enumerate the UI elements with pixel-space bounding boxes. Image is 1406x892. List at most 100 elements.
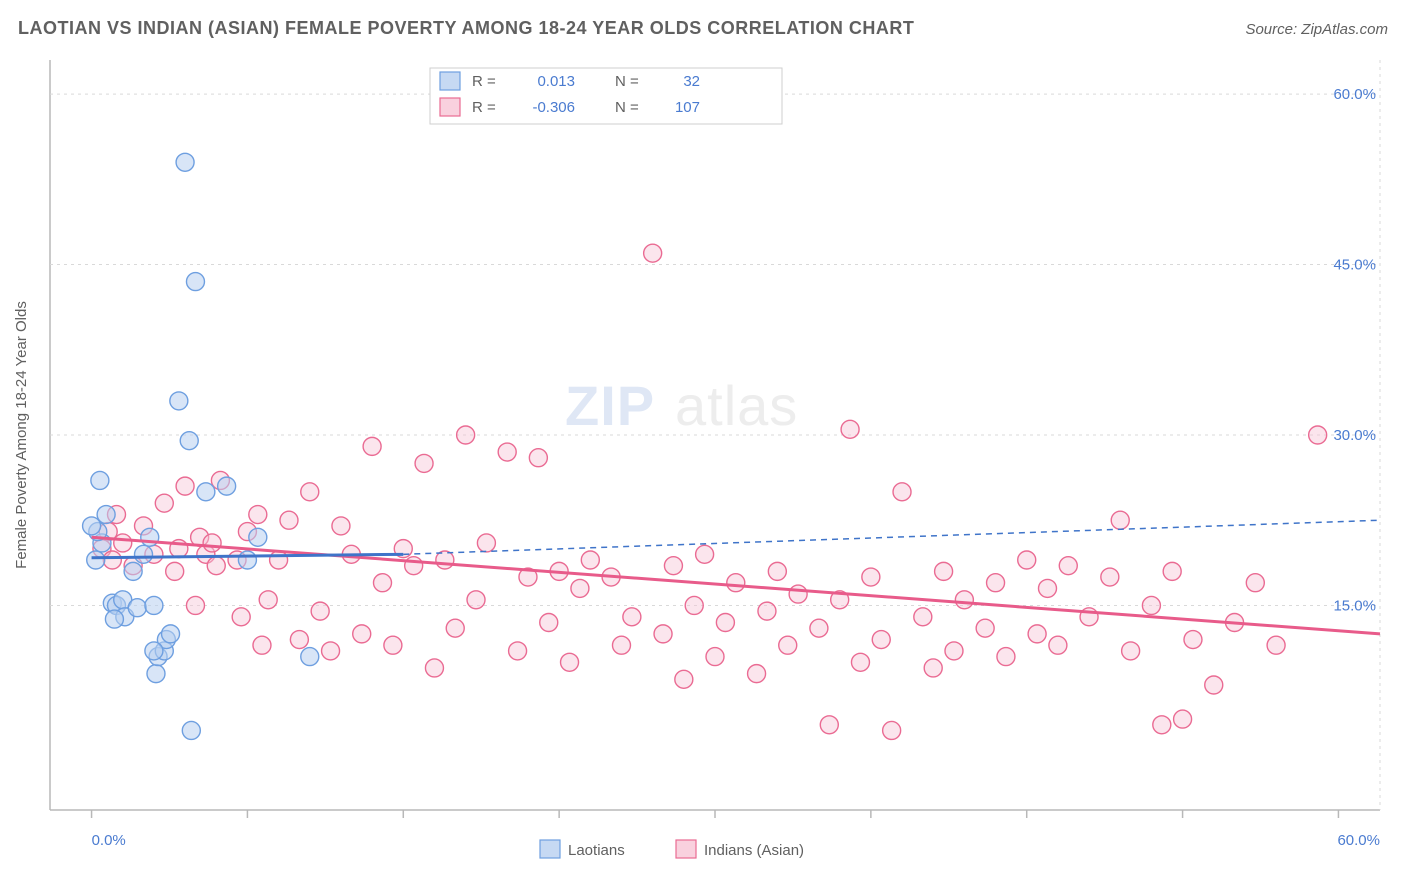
data-point <box>706 648 724 666</box>
legend-R-label: R = <box>472 99 496 116</box>
data-point <box>1018 551 1036 569</box>
legend-R-value: -0.306 <box>532 99 575 116</box>
data-point <box>976 619 994 637</box>
data-point <box>259 591 277 609</box>
data-point <box>955 591 973 609</box>
data-point <box>467 591 485 609</box>
data-point <box>363 437 381 455</box>
data-point <box>477 534 495 552</box>
data-point <box>914 608 932 626</box>
data-point <box>1049 636 1067 654</box>
data-point <box>105 610 123 628</box>
data-point <box>301 483 319 501</box>
data-point <box>405 557 423 575</box>
data-point <box>748 665 766 683</box>
legend-swatch <box>440 98 460 116</box>
data-point <box>1142 596 1160 614</box>
data-point <box>170 392 188 410</box>
data-point <box>1163 562 1181 580</box>
data-point <box>128 599 146 617</box>
data-point <box>1174 710 1192 728</box>
data-point <box>186 596 204 614</box>
data-point <box>147 665 165 683</box>
bottom-legend-label: Indians (Asian) <box>704 842 804 859</box>
data-point <box>176 153 194 171</box>
data-point <box>145 596 163 614</box>
data-point <box>1205 676 1223 694</box>
data-point <box>114 534 132 552</box>
chart-container: { "title": "LAOTIAN VS INDIAN (ASIAN) FE… <box>0 0 1406 892</box>
data-point <box>851 653 869 671</box>
data-point <box>87 551 105 569</box>
data-point <box>155 494 173 512</box>
data-point <box>176 477 194 495</box>
data-point <box>374 574 392 592</box>
data-point <box>446 619 464 637</box>
source-label: Source: ZipAtlas.com <box>1245 21 1388 38</box>
data-point <box>1059 557 1077 575</box>
data-point <box>311 602 329 620</box>
data-point <box>654 625 672 643</box>
data-point <box>1153 716 1171 734</box>
data-point <box>581 551 599 569</box>
bottom-legend-swatch <box>540 840 560 858</box>
data-point <box>162 625 180 643</box>
data-point <box>186 273 204 291</box>
data-point <box>893 483 911 501</box>
data-point <box>253 636 271 654</box>
data-point <box>727 574 745 592</box>
legend-N-value: 32 <box>683 73 700 90</box>
data-point <box>322 642 340 660</box>
data-point <box>883 721 901 739</box>
data-point <box>83 517 101 535</box>
data-point <box>457 426 475 444</box>
data-point <box>218 477 236 495</box>
legend-N-label: N = <box>615 73 639 90</box>
data-point <box>872 631 890 649</box>
data-point <box>91 471 109 489</box>
trend-line-indians <box>92 537 1380 634</box>
data-point <box>561 653 579 671</box>
watermark-atlas: atlas <box>675 374 798 437</box>
data-point <box>182 721 200 739</box>
data-point <box>425 659 443 677</box>
data-point <box>1039 579 1057 597</box>
data-point <box>664 557 682 575</box>
data-point <box>1028 625 1046 643</box>
data-point <box>987 574 1005 592</box>
data-point <box>180 432 198 450</box>
data-point <box>997 648 1015 666</box>
data-point <box>779 636 797 654</box>
y-tick-label: 60.0% <box>1333 86 1376 103</box>
data-point <box>685 596 703 614</box>
bottom-legend-swatch <box>676 840 696 858</box>
data-point <box>644 244 662 262</box>
data-point <box>1111 511 1129 529</box>
data-point <box>166 562 184 580</box>
data-point <box>509 642 527 660</box>
bottom-legend-label: Laotians <box>568 842 625 859</box>
data-point <box>203 534 221 552</box>
data-point <box>135 545 153 563</box>
data-point <box>384 636 402 654</box>
data-point <box>1246 574 1264 592</box>
data-point <box>103 551 121 569</box>
data-point <box>675 670 693 688</box>
data-point <box>238 551 256 569</box>
data-point <box>716 614 734 632</box>
data-point <box>696 545 714 563</box>
x-axis-max-label: 60.0% <box>1337 832 1380 849</box>
data-point <box>758 602 776 620</box>
watermark-zip: ZIP <box>565 374 655 437</box>
chart-title: LAOTIAN VS INDIAN (ASIAN) FEMALE POVERTY… <box>18 18 914 38</box>
data-point <box>301 648 319 666</box>
data-point <box>862 568 880 586</box>
data-point <box>332 517 350 535</box>
data-point <box>841 420 859 438</box>
y-tick-label: 15.0% <box>1333 597 1376 614</box>
trend-line-laotians-dashed <box>403 520 1380 554</box>
data-point <box>529 449 547 467</box>
data-point <box>145 642 163 660</box>
data-point <box>197 483 215 501</box>
data-point <box>270 551 288 569</box>
